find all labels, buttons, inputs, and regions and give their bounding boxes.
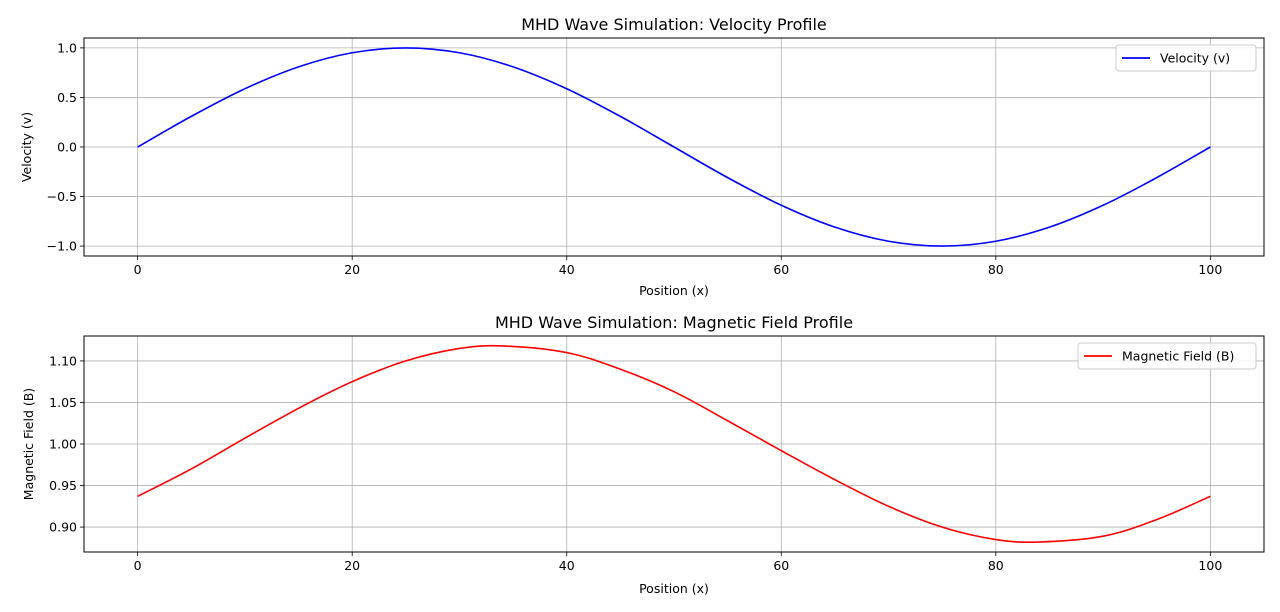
axes-frame xyxy=(83,37,1265,257)
x-tick-label: 80 xyxy=(988,558,1004,573)
x-tick-label: 40 xyxy=(559,262,575,277)
axes-frame xyxy=(83,335,1265,553)
y-tick-label: 1.00 xyxy=(49,437,77,452)
x-axis-label: Position (x) xyxy=(639,581,709,596)
legend-box xyxy=(1115,44,1257,72)
y-tick-label: −1.0 xyxy=(47,239,77,254)
x-tick-label: 0 xyxy=(134,262,142,277)
x-tick-label: 0 xyxy=(134,558,142,573)
series-line-1 xyxy=(137,47,1211,247)
x-tick-label: 80 xyxy=(988,262,1004,277)
series-line-1 xyxy=(137,344,1211,544)
x-axis-label: Position (x) xyxy=(639,283,709,298)
legend: Magnetic Field (B) xyxy=(1077,342,1257,370)
x-tick-label: 60 xyxy=(773,558,789,573)
legend: Velocity (v) xyxy=(1115,44,1257,72)
y-tick-label: 0.95 xyxy=(49,478,77,493)
y-tick-label: 1.05 xyxy=(49,395,77,410)
y-axis-label: Magnetic Field (B) xyxy=(21,388,36,500)
y-tick-label: −0.5 xyxy=(47,189,77,204)
x-tick-label: 20 xyxy=(344,558,360,573)
y-tick-label: 1.0 xyxy=(57,40,77,55)
x-tick-label: 60 xyxy=(773,262,789,277)
x-tick-label: 40 xyxy=(559,558,575,573)
chart-title: MHD Wave Simulation: Magnetic Field Prof… xyxy=(495,313,853,332)
legend-label: Magnetic Field (B) xyxy=(1122,349,1234,364)
chart-1: 0 20 40 60 80 100 −1.0 −0.5 0.0 0.5 1.0 MHD Wave Si… xyxy=(19,15,1265,298)
y-tick-label: 1.10 xyxy=(49,353,77,368)
x-tick-label: 100 xyxy=(1198,558,1222,573)
chart-title: MHD Wave Simulation: Velocity Profile xyxy=(521,15,827,34)
y-tick-label: 0.90 xyxy=(49,520,77,535)
legend-label: Velocity (v) xyxy=(1160,51,1230,66)
y-axis-label: Velocity (v) xyxy=(19,112,34,182)
x-tick-label: 100 xyxy=(1198,262,1222,277)
chart-2: 0 20 40 60 80 100 0.90 0.95 1.00 1.05 1.10 MHD Wave… xyxy=(21,313,1265,596)
x-tick-label: 20 xyxy=(344,262,360,277)
y-tick-label: 0.5 xyxy=(57,90,77,105)
legend-box xyxy=(1077,342,1257,370)
y-tick-label: 0.0 xyxy=(57,140,77,155)
